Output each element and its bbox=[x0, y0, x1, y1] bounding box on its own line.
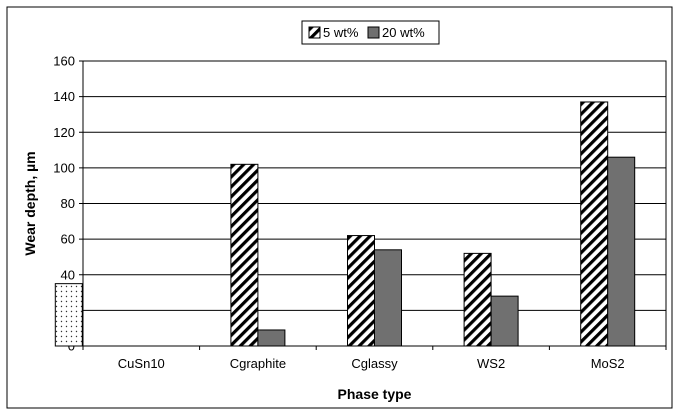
x-axis: CuSn10 Cgraphite Cglassy WS2 MoS2 bbox=[82, 346, 667, 371]
y-tick-label: 100 bbox=[53, 160, 75, 175]
y-tick-label: 80 bbox=[61, 196, 75, 211]
y-tick-label: 120 bbox=[53, 125, 75, 140]
outer-frame bbox=[6, 6, 673, 409]
bars bbox=[54, 101, 636, 347]
x-axis-title: Phase type bbox=[338, 386, 412, 402]
bar-cgraphite-series0 bbox=[230, 163, 259, 347]
x-tick-label: MoS2 bbox=[591, 356, 625, 371]
bar-mos2-series1 bbox=[607, 156, 636, 347]
legend-swatch-20wt bbox=[367, 26, 380, 39]
bar-mos2-series0 bbox=[580, 101, 609, 347]
x-tick-label: CuSn10 bbox=[118, 356, 165, 371]
x-tick-label: Cgraphite bbox=[230, 356, 286, 371]
x-tick-label: Cglassy bbox=[351, 356, 398, 371]
bar-ws2-series1 bbox=[490, 295, 519, 347]
bar-cglassy-series0 bbox=[347, 235, 375, 347]
bar-ws2-series0 bbox=[463, 252, 492, 347]
bar-cglassy-series1 bbox=[374, 249, 402, 347]
y-axis-title: Wear depth, µm bbox=[22, 151, 38, 255]
legend-swatch-5wt bbox=[308, 26, 321, 39]
bar-cusn10-reference bbox=[54, 283, 83, 347]
y-tick-label: 40 bbox=[61, 267, 75, 282]
legend-label-5wt: 5 wt% bbox=[323, 25, 359, 40]
legend: 5 wt% 20 wt% bbox=[301, 20, 440, 45]
bar-cgraphite-series1 bbox=[257, 329, 286, 347]
x-tick-label: WS2 bbox=[477, 356, 505, 371]
y-tick-label: 160 bbox=[53, 54, 75, 69]
y-tick-label: 60 bbox=[61, 232, 75, 247]
legend-label-20wt: 20 wt% bbox=[382, 25, 425, 40]
y-tick-label: 140 bbox=[53, 89, 75, 104]
